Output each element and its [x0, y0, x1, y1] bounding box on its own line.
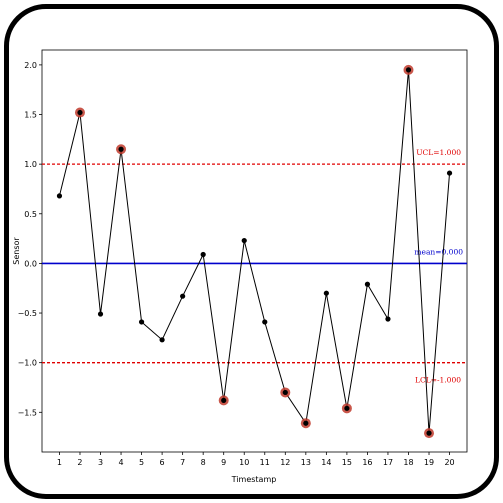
x-tick-label: 11 [260, 458, 270, 467]
y-axis: −1.5 −1.0 −0.5 0.0 0.5 1.0 1.5 2.0 [18, 61, 42, 417]
data-point [180, 293, 186, 299]
data-point [405, 67, 412, 73]
data-point [323, 290, 329, 296]
x-tick-label: 13 [301, 458, 311, 467]
ucl-label: UCL=1.000 [416, 148, 461, 157]
data-point [118, 146, 124, 152]
data-point [241, 237, 247, 244]
y-tick-label: −1.0 [18, 359, 37, 368]
data-point [303, 420, 309, 426]
x-tick-label: 8 [201, 458, 206, 467]
x-tick-label: 1 [57, 458, 62, 467]
data-point [282, 389, 288, 396]
lcl-label: LCL=-1.000 [415, 376, 461, 385]
data-point [138, 319, 145, 325]
x-tick-label: 19 [424, 458, 434, 467]
y-tick-label: 1.0 [24, 160, 37, 169]
data-point [159, 337, 165, 343]
x-tick-label: 17 [383, 458, 393, 467]
x-axis: 1 2 3 4 5 6 7 8 9 10 11 12 13 14 15 16 17 18 19 20 [57, 452, 455, 467]
data-point [426, 430, 432, 436]
data-point [221, 397, 227, 403]
series-line [58, 69, 451, 434]
x-tick-label: 9 [221, 458, 226, 467]
data-point [262, 319, 268, 325]
x-tick-label: 2 [77, 458, 82, 467]
x-tick-label: 14 [321, 458, 331, 467]
x-tick-label: 12 [280, 458, 290, 467]
y-tick-label: 1.5 [24, 111, 37, 120]
y-tick-label: 2.0 [24, 61, 37, 70]
x-tick-label: 6 [160, 458, 165, 467]
y-tick-label: 0.0 [24, 259, 37, 268]
data-point [200, 251, 206, 258]
data-point [56, 193, 63, 199]
x-axis-title: Timestamp [231, 475, 277, 484]
control-lines: UCL=1.000 mean=0.000 LCL=-1.000 [42, 148, 467, 385]
x-tick-label: 4 [118, 458, 123, 467]
data-point [446, 170, 453, 176]
y-tick-label: 0.5 [24, 210, 37, 219]
sensor-series [56, 64, 453, 439]
data-point [364, 281, 371, 287]
data-point [344, 405, 350, 411]
data-point [385, 316, 391, 322]
plot-area [41, 49, 468, 453]
y-tick-label: −1.5 [18, 408, 37, 417]
x-tick-label: 7 [180, 458, 185, 467]
data-point [77, 109, 83, 116]
x-tick-label: 16 [362, 458, 372, 467]
x-tick-label: 18 [403, 458, 413, 467]
y-tick-label: −0.5 [18, 309, 37, 318]
x-tick-label: 5 [139, 458, 144, 467]
data-point [97, 311, 104, 317]
x-tick-label: 3 [98, 458, 103, 467]
x-tick-label: 20 [444, 458, 454, 467]
x-tick-label: 15 [342, 458, 352, 467]
y-axis-title: Sensor [12, 237, 21, 265]
mean-label: mean=0.000 [414, 247, 463, 256]
x-tick-label: 10 [239, 458, 249, 467]
